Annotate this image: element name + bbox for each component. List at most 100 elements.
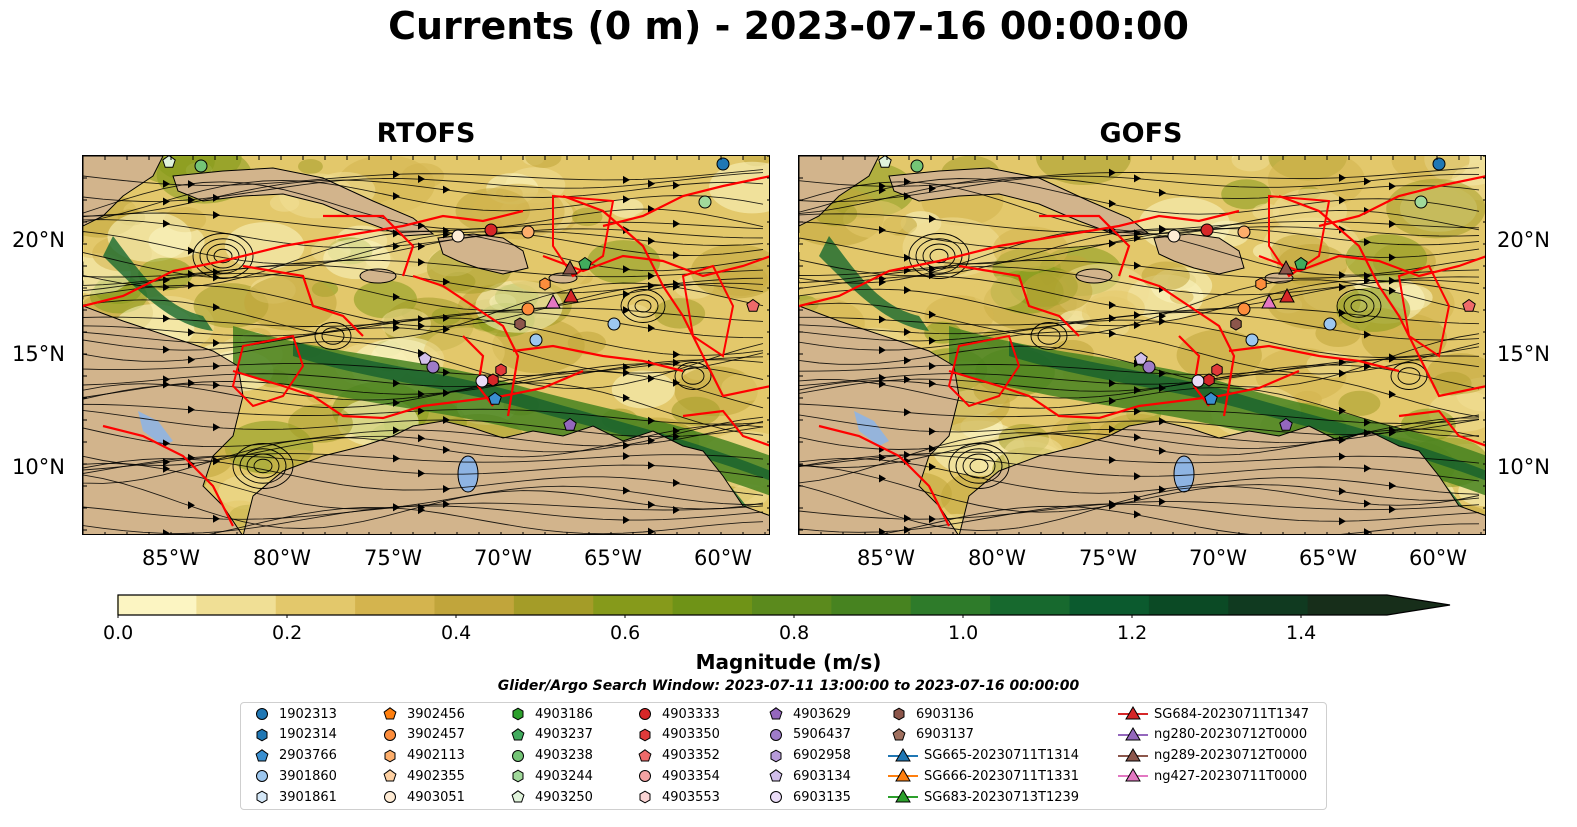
circle-marker-icon (639, 708, 651, 720)
colorbar-segment (910, 595, 991, 615)
legend-item: 2903766 (251, 746, 337, 766)
lon-label-60w-right: 60°W (1409, 546, 1467, 570)
colorbar-tick-2: 0.4 (441, 622, 472, 644)
circle-marker-icon (384, 728, 396, 741)
colorbar-title: Magnitude (m/s) (695, 650, 882, 674)
float-marker (1167, 229, 1181, 243)
colorbar-extend-arrow (1387, 595, 1450, 615)
pentagon-marker-icon (255, 748, 269, 762)
lon-label-60w-left: 60°W (694, 546, 752, 570)
colorbar-segment (990, 595, 1070, 615)
map-panel-rtofs[interactable] (82, 155, 770, 535)
colorbar (117, 594, 1451, 618)
colorbar-segment (355, 595, 435, 615)
legend-label: 3902456 (407, 706, 465, 722)
pentagon-marker-icon (511, 790, 525, 803)
lake-nicaragua (854, 411, 889, 446)
legend-item: 1902314 (251, 725, 337, 745)
hexagon-marker-icon (384, 749, 396, 762)
legend-label: 1902313 (279, 706, 337, 722)
panel-title-gofs: GOFS (1099, 118, 1183, 149)
land-yucatan (83, 156, 164, 227)
float-marker (194, 159, 208, 173)
float-marker (1462, 298, 1476, 312)
float-marker (1432, 157, 1446, 171)
legend-item: 3901860 (251, 766, 337, 786)
colorbar-segment (1307, 595, 1388, 615)
glider-marker-icon (888, 768, 918, 782)
hexagon-marker-icon (512, 707, 524, 721)
legend-label: 4903051 (407, 789, 465, 805)
float-marker (1245, 333, 1259, 347)
float-marker (495, 363, 507, 377)
glider-marker (1278, 259, 1294, 275)
legend-label: 6903136 (916, 706, 974, 722)
colorbar-segment (752, 595, 832, 615)
legend-item: 4903350 (634, 725, 720, 745)
lat-label-15n-left: 15°N (12, 342, 65, 366)
legend-label: 4903350 (662, 727, 720, 743)
float-marker (1255, 277, 1267, 291)
legend-item: 6903134 (765, 766, 851, 786)
lake-nicaragua (138, 411, 173, 446)
float-marker (878, 156, 892, 168)
float-marker (1323, 317, 1337, 331)
hexagon-marker-icon (639, 728, 651, 742)
glider-marker-icon (1118, 726, 1148, 741)
lon-label-70w-right: 70°W (1189, 546, 1247, 570)
circle-marker-icon (384, 791, 396, 804)
lon-label-65w-right: 65°W (1299, 546, 1357, 570)
land-south-america (242, 420, 769, 534)
legend-label: ng280-20230712T0000 (1154, 727, 1308, 743)
legend-label: 2903766 (279, 748, 337, 764)
float-marker (426, 360, 440, 374)
legend-label: SG666-20230711T1331 (924, 768, 1080, 784)
float-marker (418, 351, 432, 365)
float-marker (698, 195, 712, 209)
lake-maracaibo (1173, 455, 1195, 493)
float-marker (1203, 373, 1215, 387)
legend-label: 6902958 (793, 748, 851, 764)
colorbar-tick-3: 0.6 (610, 622, 641, 644)
lon-label-70w-left: 70°W (474, 546, 532, 570)
legend-item: 3902457 (379, 725, 465, 745)
colorbar-segment (196, 595, 277, 615)
colorbar-tick-7: 1.4 (1286, 622, 1317, 644)
legend-item: 4903238 (507, 746, 593, 766)
float-marker (1142, 360, 1156, 374)
hexagon-marker-icon (256, 728, 268, 742)
legend-label: 4903553 (662, 789, 720, 805)
legend-label: 4903333 (662, 706, 720, 722)
float-marker (1211, 363, 1223, 377)
legend-item: SG666-20230711T1331 (888, 766, 1079, 786)
lon-label-75w-right: 75°W (1079, 546, 1137, 570)
float-marker (521, 225, 535, 239)
float-marker (1200, 223, 1214, 237)
legend-label: ng289-20230712T0000 (1154, 748, 1308, 764)
colorbar-tick-0: 0.0 (103, 622, 134, 644)
legend-item: 6903137 (888, 725, 974, 745)
pentagon-marker-icon (638, 748, 652, 762)
float-marker (487, 373, 499, 387)
float-marker (451, 229, 465, 243)
glider-marker (1261, 293, 1277, 309)
legend-label: 4903354 (662, 768, 720, 784)
float-marker (1191, 374, 1205, 388)
float-marker (488, 391, 502, 405)
lat-label-20n-right: 20°N (1497, 228, 1550, 252)
legend-item: 4903553 (634, 787, 720, 807)
colorbar-segment (1228, 595, 1309, 615)
legend-item: 1902313 (251, 704, 337, 724)
float-marker (484, 223, 498, 237)
pentagon-marker-icon (383, 707, 397, 720)
legend-label: 6903134 (793, 768, 851, 784)
circle-marker-icon (639, 770, 651, 783)
legend-label: 4902113 (407, 748, 465, 764)
map-panel-gofs[interactable] (798, 155, 1486, 535)
map-gofs-graphic (799, 156, 1485, 534)
legend-item: SG684-20230711T1347 (1118, 704, 1309, 724)
pentagon-marker-icon (892, 727, 906, 741)
glider-marker (562, 259, 578, 275)
lon-label-80w-left: 80°W (253, 546, 311, 570)
float-marker (746, 298, 760, 312)
